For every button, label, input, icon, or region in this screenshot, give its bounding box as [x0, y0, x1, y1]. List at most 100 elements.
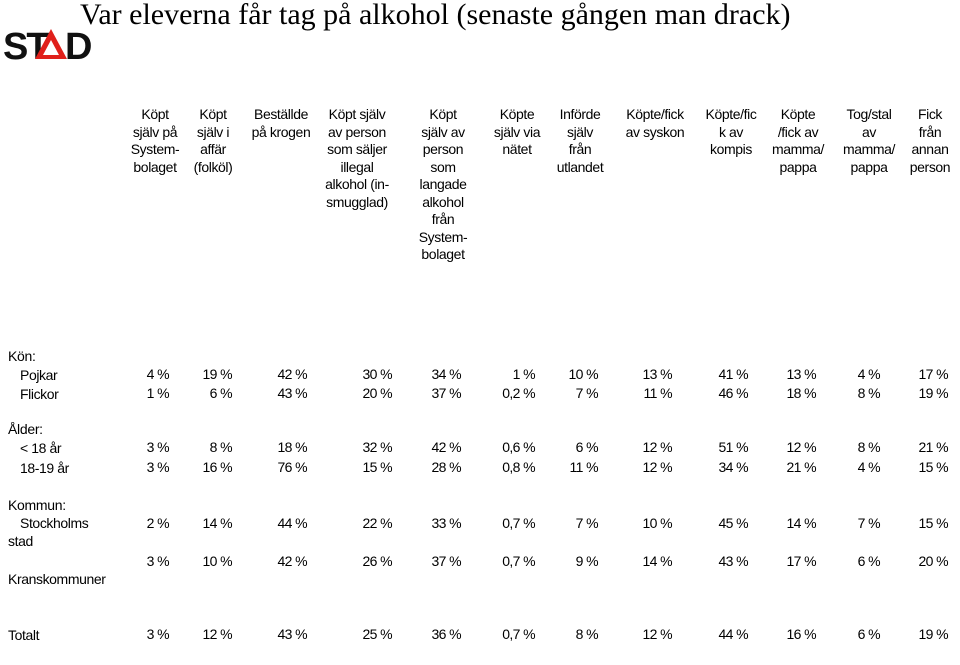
table-cell: 15 % [918, 459, 948, 475]
table-cell: 7 % [575, 385, 599, 401]
table-cell: 9 % [575, 553, 599, 569]
table-cell: 14 % [786, 515, 816, 531]
table-cell: 17 % [918, 366, 948, 382]
table-cell: 10 % [642, 515, 672, 531]
table-cell: 7 % [857, 515, 881, 531]
row-label: Pojkar [20, 367, 58, 383]
table-cell: 0,8 % [502, 459, 535, 475]
table-cell: 8 % [209, 439, 233, 455]
table-cell: 43 % [277, 626, 307, 642]
table-cell: 3 % [146, 459, 170, 475]
svg-text:D: D [65, 26, 92, 63]
table-cell: 20 % [362, 385, 392, 401]
table-cell: 33 % [431, 515, 461, 531]
table-cell: 0,7 % [502, 626, 535, 642]
column-header: Köpte själv via nätet [493, 106, 541, 157]
section-heading: Kön: [8, 348, 36, 364]
table-cell: 42 % [277, 366, 307, 382]
table-cell: 46 % [718, 385, 748, 401]
table-cell: 0,7 % [502, 515, 535, 531]
table-cell: 15 % [918, 515, 948, 531]
table-cell: 6 % [575, 439, 599, 455]
table-cell: 20 % [918, 553, 948, 569]
table-cell: 36 % [431, 626, 461, 642]
table-cell: 41 % [718, 366, 748, 382]
table-cell: 26 % [362, 553, 392, 569]
section-heading: Kommun: [8, 497, 66, 513]
table-cell: 19 % [918, 385, 948, 401]
table-cell: 3 % [146, 626, 170, 642]
table-cell: 4 % [146, 366, 170, 382]
table-cell: 15 % [362, 459, 392, 475]
table-cell: 11 % [643, 385, 673, 401]
section-heading: Ålder: [8, 421, 43, 437]
table-cell: 4 % [857, 459, 881, 475]
table-cell: 21 % [786, 459, 816, 475]
row-label: 18-19 år [20, 460, 69, 476]
table-cell: 43 % [277, 385, 307, 401]
table-cell: 19 % [918, 626, 948, 642]
table-cell: 12 % [786, 439, 816, 455]
table-cell: 3 % [146, 439, 170, 455]
row-label: < 18 år [20, 440, 62, 456]
row-label: Stockholms stad [8, 515, 89, 549]
table-cell: 51 % [718, 439, 748, 455]
table-cell: 34 % [718, 459, 748, 475]
table-cell: 0,6 % [502, 439, 535, 455]
column-header: Köpte/fick av mamma/pappa [771, 106, 825, 175]
table-cell: 6 % [857, 626, 881, 642]
table-cell: 18 % [786, 385, 816, 401]
table-cell: 2 % [146, 515, 170, 531]
page-title: Var eleverna får tag på alkohol (senaste… [80, 0, 791, 31]
table-cell: 16 % [202, 459, 232, 475]
column-header: Införde själv från utlandet [556, 106, 604, 175]
table-cell: 8 % [857, 439, 881, 455]
table-cell: 12 % [642, 459, 672, 475]
row-label: Kranskommuner [8, 571, 106, 587]
table-cell: 19 % [202, 366, 232, 382]
table-cell: 13 % [642, 366, 672, 382]
table-cell: 45 % [718, 515, 748, 531]
table-cell: 37 % [431, 553, 461, 569]
table-cell: 42 % [431, 439, 461, 455]
table-cell: 44 % [718, 626, 748, 642]
column-header: Köpt själv av person som langade alkohol från S… [418, 106, 468, 262]
table-cell: 34 % [431, 366, 461, 382]
column-header: Köpt själv av person som säljer illegal alko… [325, 106, 389, 210]
table-cell: 12 % [202, 626, 232, 642]
table-cell: 4 % [857, 366, 881, 382]
table-cell: 76 % [277, 459, 307, 475]
table-cell: 28 % [431, 459, 461, 475]
total-label: Totalt [8, 627, 40, 643]
stad-logo: ST D [3, 26, 92, 63]
column-header: Fick från annan person [909, 106, 951, 175]
table-cell: 10 % [568, 366, 598, 382]
row-label: Flickor [20, 386, 59, 402]
table-cell: 0,2 % [502, 385, 535, 401]
column-header: Beställde på krogen [251, 106, 311, 140]
column-header: Köpt själv på System-bolaget [130, 106, 180, 175]
table-cell: 21 % [918, 439, 948, 455]
table-cell: 8 % [575, 626, 599, 642]
table-cell: 10 % [202, 553, 232, 569]
table-cell: 12 % [642, 439, 672, 455]
table-cell: 17 % [786, 553, 816, 569]
table-cell: 1 % [512, 366, 536, 382]
table-cell: 14 % [202, 515, 232, 531]
table-cell: 30 % [362, 366, 392, 382]
table-cell: 0,7 % [502, 553, 535, 569]
table-cell: 3 % [146, 553, 170, 569]
column-header: Tog/stal av mamma/pappa [842, 106, 896, 175]
table-cell: 25 % [362, 626, 392, 642]
table-cell: 22 % [362, 515, 392, 531]
table-cell: 14 % [642, 553, 672, 569]
table-cell: 7 % [575, 515, 599, 531]
table-cell: 12 % [642, 626, 672, 642]
column-header: Köpt själv i affär (folköl) [193, 106, 233, 175]
table-cell: 43 % [718, 553, 748, 569]
table-cell: 18 % [277, 439, 307, 455]
table-cell: 32 % [362, 439, 392, 455]
table-cell: 37 % [431, 385, 461, 401]
column-header: Köpte/fick av syskon [625, 106, 685, 140]
table-cell: 6 % [857, 553, 881, 569]
